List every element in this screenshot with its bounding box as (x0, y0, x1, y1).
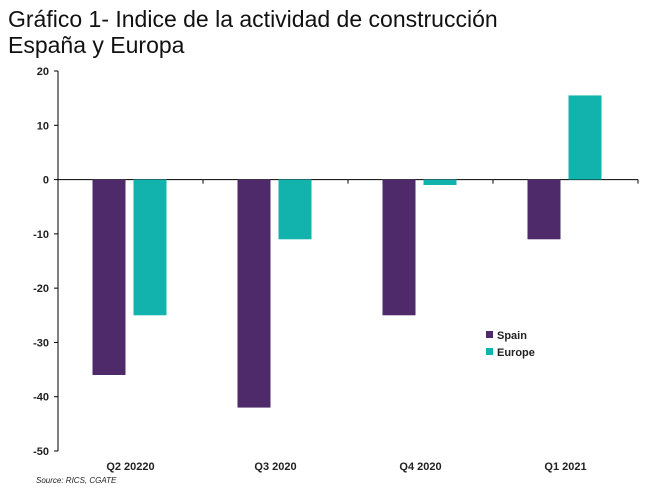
y-tick-label: 20 (37, 66, 49, 78)
bar-europe (133, 179, 167, 316)
bar-spain (92, 179, 126, 375)
bar-europe (278, 179, 312, 240)
y-tick-label: -10 (33, 229, 49, 241)
x-category-label: Q2 20220 (106, 461, 154, 473)
chart-title-line-1: Gráfico 1- Indice de la actividad de con… (8, 6, 498, 32)
y-tick-label: -40 (33, 392, 49, 404)
chart-title-line-2: España y Europa (8, 32, 185, 58)
x-category-label: Q1 2021 (544, 461, 586, 473)
bar-spain (527, 179, 561, 240)
legend-label-spain: Spain (497, 330, 527, 342)
bar-spain (237, 179, 271, 408)
y-tick-label: -20 (33, 283, 49, 295)
chart-title: Gráfico 1- Indice de la actividad de con… (8, 6, 638, 58)
y-tick-label: -30 (33, 337, 49, 349)
legend-swatch-spain (486, 331, 493, 338)
y-tick-label: -50 (33, 446, 49, 458)
bar-europe (568, 95, 602, 180)
y-tick-label: 0 (43, 175, 49, 187)
bar-spain (382, 179, 416, 316)
legend-swatch-europe (486, 348, 493, 355)
x-category-label: Q4 2020 (399, 461, 441, 473)
x-category-label: Q3 2020 (254, 461, 296, 473)
y-tick-label: 10 (37, 120, 49, 132)
legend-label-europe: Europe (497, 347, 535, 359)
bar-europe (423, 179, 457, 185)
source-note: Source: RICS, CGATE (36, 476, 117, 485)
